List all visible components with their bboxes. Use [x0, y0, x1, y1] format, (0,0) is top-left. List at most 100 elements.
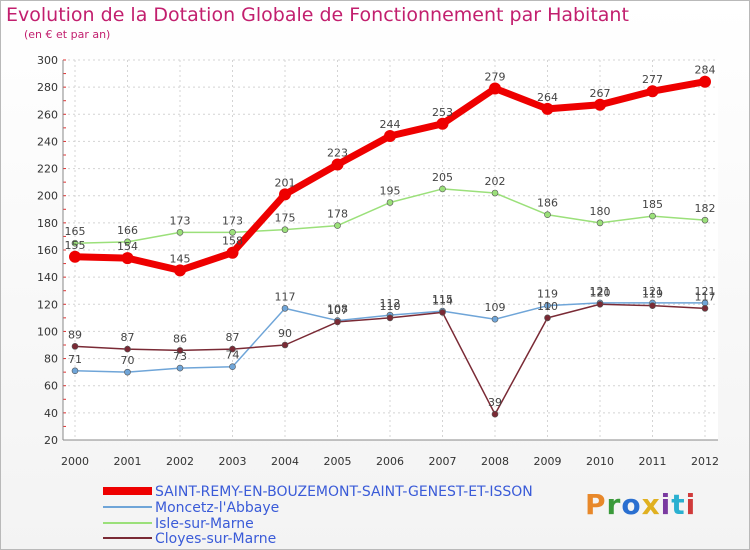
data-point — [541, 102, 554, 115]
data-label: 202 — [485, 175, 506, 188]
data-point — [229, 229, 236, 236]
x-tick-label: 2007 — [429, 455, 457, 468]
chart-subtitle: (en € et par an) — [24, 28, 111, 41]
proxiti-logo: Proxiti — [585, 488, 696, 521]
data-label: 73 — [173, 350, 187, 363]
data-point — [71, 367, 79, 375]
data-point — [69, 250, 81, 263]
data-point — [174, 264, 186, 277]
logo-letter: x — [641, 488, 661, 521]
data-label: 121 — [590, 285, 611, 298]
data-point — [649, 302, 656, 309]
logo-letter: i — [660, 488, 672, 521]
data-label: 121 — [695, 285, 716, 298]
y-tick-label: 160 — [37, 244, 58, 257]
data-label: 71 — [68, 353, 82, 366]
x-tick-label: 2000 — [61, 455, 89, 468]
data-label: 89 — [68, 328, 82, 341]
x-tick-label: 2012 — [691, 455, 719, 468]
x-tick-label: 2005 — [324, 455, 352, 468]
data-label: 244 — [380, 118, 401, 131]
legend: SAINT-REMY-EN-BOUZEMONT-SAINT-GENEST-ET-… — [103, 484, 533, 547]
x-tick-label: 2009 — [534, 455, 562, 468]
data-label: 186 — [537, 197, 558, 210]
data-label: 110 — [380, 300, 401, 313]
data-point — [439, 309, 446, 316]
y-tick-label: 40 — [44, 407, 58, 420]
y-tick-label: 100 — [37, 325, 58, 338]
data-label: 117 — [275, 290, 296, 303]
data-label: 120 — [590, 286, 611, 299]
data-label: 195 — [380, 185, 401, 198]
legend-entry: SAINT-REMY-EN-BOUZEMONT-SAINT-GENEST-ET-… — [155, 484, 533, 500]
data-point — [334, 318, 341, 326]
data-label: 180 — [590, 205, 611, 218]
logo-letter: t — [671, 488, 686, 521]
data-label: 154 — [117, 240, 138, 253]
data-point — [596, 219, 604, 227]
data-label: 173 — [222, 214, 243, 227]
data-point — [124, 238, 131, 246]
data-point — [439, 185, 446, 193]
data-point — [649, 212, 656, 220]
data-label: 90 — [278, 327, 292, 340]
y-tick-label: 20 — [44, 434, 58, 447]
data-label: 267 — [590, 87, 611, 100]
x-tick-label: 2002 — [166, 455, 194, 468]
axes: 20 40 60 80 100 120 140 160 180 200 220 240 260 280 30… — [37, 54, 719, 468]
legend-entry: Moncetz-l'Abbaye — [155, 500, 279, 516]
data-label: 107 — [327, 304, 348, 317]
logo-letter: i — [685, 488, 697, 521]
data-point — [71, 239, 79, 247]
y-tick-label: 240 — [37, 135, 58, 148]
logo-letter: r — [606, 488, 622, 521]
data-label: 108 — [327, 303, 348, 316]
data-label: 121 — [642, 285, 663, 298]
data-point — [281, 305, 289, 312]
data-point — [71, 343, 79, 350]
y-tick-label: 280 — [37, 81, 58, 94]
x-tick-label: 2003 — [219, 455, 247, 468]
series-lines — [69, 75, 711, 418]
data-label: 145 — [170, 252, 191, 265]
legend-entry: Cloyes-sur-Marne — [155, 531, 276, 547]
data-label: 115 — [432, 293, 453, 306]
chart-title: Evolution de la Dotation Globale de Fonc… — [6, 4, 629, 26]
y-tick-label: 140 — [37, 271, 58, 284]
data-point — [226, 246, 239, 259]
data-label: 165 — [65, 225, 86, 238]
data-label: 39 — [488, 396, 502, 409]
data-label: 158 — [222, 235, 243, 248]
y-tick-label: 60 — [44, 380, 58, 393]
y-tick-label: 300 — [37, 54, 58, 67]
data-point — [279, 188, 291, 201]
data-point — [176, 347, 184, 354]
data-label: 109 — [485, 301, 506, 314]
data-point — [124, 368, 131, 376]
data-point — [334, 222, 341, 229]
logo-letter: P — [585, 488, 607, 521]
data-point — [544, 302, 551, 309]
x-tick-label: 2001 — [114, 455, 142, 468]
data-label: 175 — [275, 212, 296, 225]
x-tick-label: 2010 — [586, 455, 614, 468]
data-point — [699, 75, 711, 88]
y-tick-label: 180 — [37, 217, 58, 230]
data-label: 112 — [380, 297, 401, 310]
x-tick-label: 2008 — [481, 455, 509, 468]
data-point — [384, 130, 396, 142]
data-point — [594, 98, 606, 111]
data-label: 87 — [121, 331, 135, 344]
data-label: 264 — [537, 91, 558, 104]
data-label: 277 — [642, 73, 663, 86]
data-label: 173 — [170, 214, 191, 227]
data-point — [121, 252, 134, 265]
data-point — [491, 315, 499, 323]
y-tick-label: 220 — [37, 163, 58, 176]
data-point — [701, 305, 709, 312]
logo-letter: o — [621, 488, 642, 521]
data-point — [701, 216, 709, 224]
y-tick-label: 80 — [44, 353, 58, 366]
